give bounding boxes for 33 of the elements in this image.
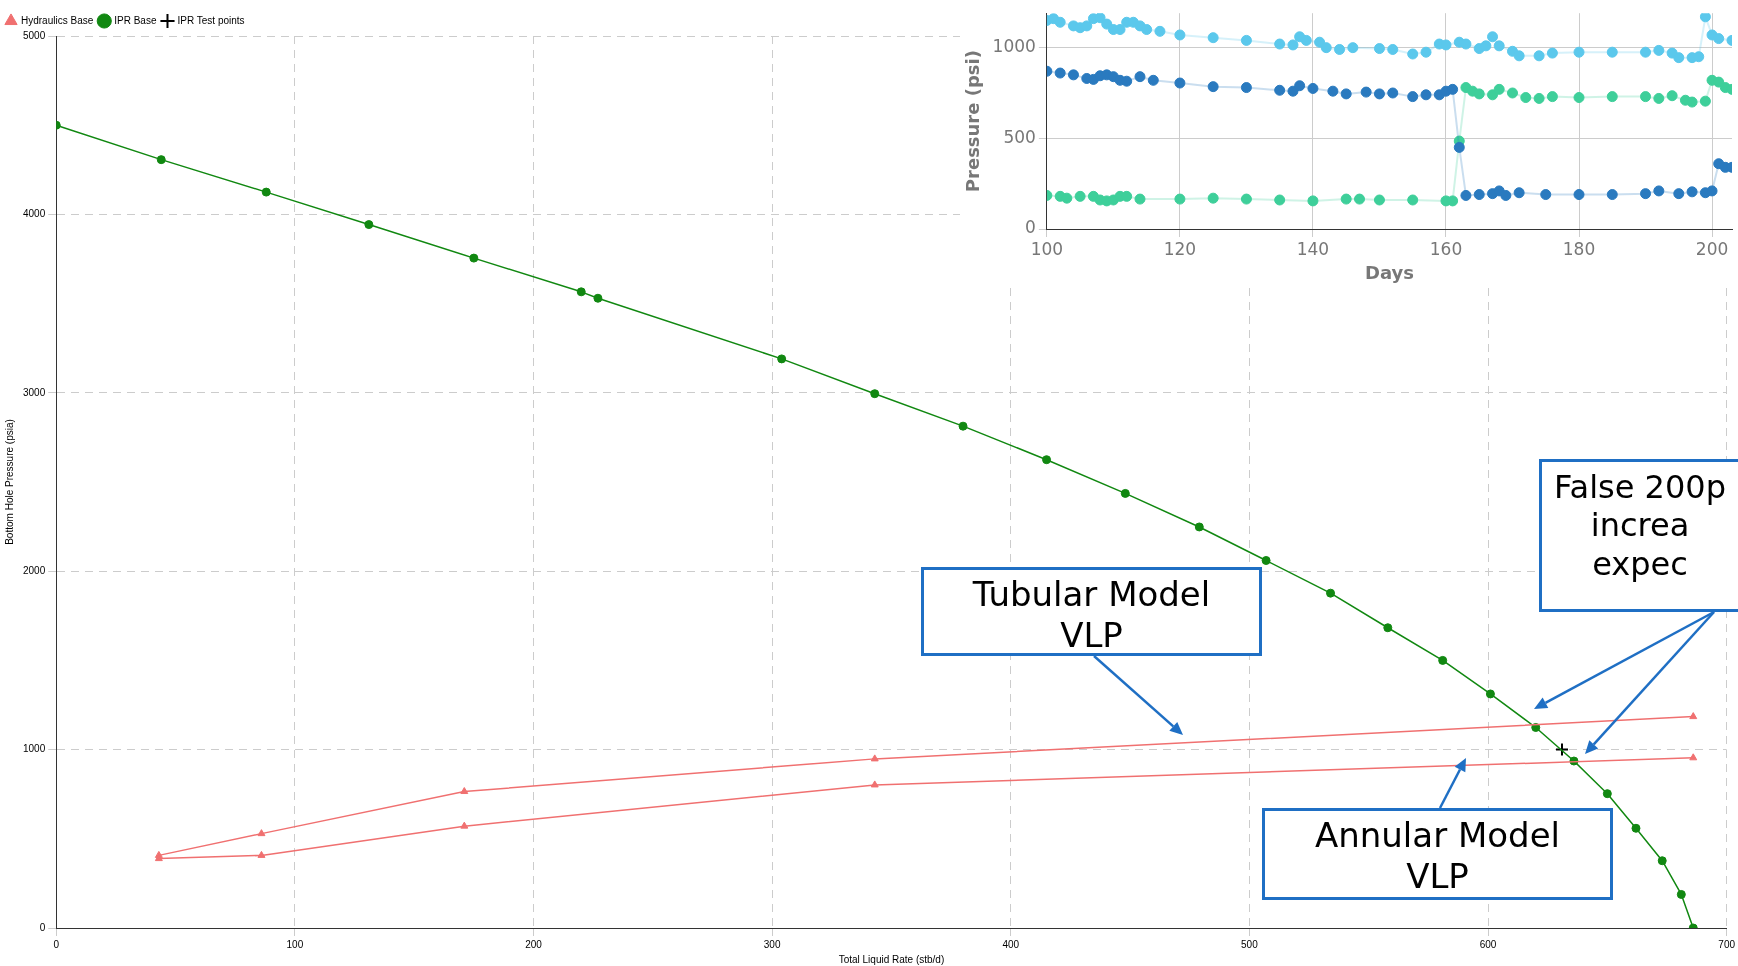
legend-label: IPR Test points bbox=[177, 14, 245, 26]
x-tick-label: 160 bbox=[1429, 238, 1463, 259]
y-tick-label: 1000 bbox=[992, 36, 1036, 57]
x-tick-label: 600 bbox=[1479, 938, 1497, 950]
legend-label: IPR Base bbox=[114, 14, 157, 26]
x-tick-label: 200 bbox=[525, 938, 543, 950]
callout-box: Annular Model VLP bbox=[1262, 808, 1613, 900]
x-tick-label: 180 bbox=[1562, 238, 1596, 259]
x-tick-label: 120 bbox=[1163, 238, 1197, 259]
y-tick-label: 4000 bbox=[23, 208, 46, 220]
x-tick-label: 100 bbox=[1030, 238, 1064, 259]
x-tick-label: 300 bbox=[763, 938, 781, 950]
callout-box: False 200p increa expec bbox=[1539, 459, 1738, 612]
y-tick-label: 500 bbox=[1003, 126, 1036, 147]
x-axis-title: Total Liquid Rate (stb/d) bbox=[838, 953, 945, 965]
y-tick-label: 0 bbox=[39, 921, 46, 933]
x-axis-title: Days bbox=[1364, 261, 1414, 283]
y-tick-label: 1000 bbox=[23, 743, 46, 755]
x-tick-label: 700 bbox=[1718, 938, 1736, 950]
x-tick-label: 500 bbox=[1241, 938, 1259, 950]
y-tick-label: 3000 bbox=[23, 386, 46, 398]
callout-box: Tubular Model VLP bbox=[921, 567, 1262, 656]
x-tick-label: 200 bbox=[1695, 238, 1729, 259]
x-tick-label: 100 bbox=[286, 938, 304, 950]
y-tick-label: 5000 bbox=[23, 29, 46, 41]
legend-label: Hydraulics Base bbox=[21, 14, 94, 26]
x-tick-label: 0 bbox=[53, 938, 60, 950]
y-tick-label: 0 bbox=[1025, 217, 1036, 238]
y-axis-title: Bottom Hole Pressure (psia) bbox=[3, 419, 15, 545]
y-axis-title: Pressure (psi) bbox=[962, 50, 984, 193]
y-tick-label: 2000 bbox=[23, 564, 46, 576]
x-tick-label: 400 bbox=[1002, 938, 1020, 950]
x-tick-label: 140 bbox=[1296, 238, 1330, 259]
